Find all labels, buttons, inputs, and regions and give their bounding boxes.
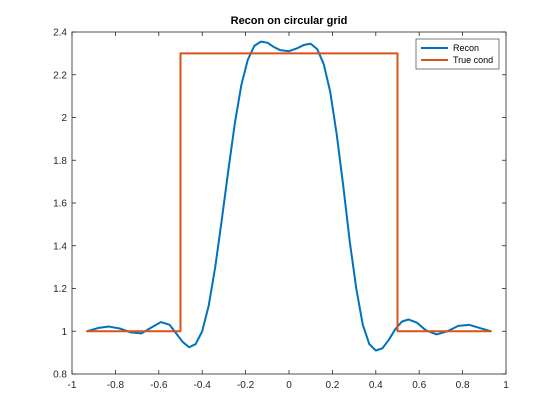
plot-area bbox=[72, 32, 506, 374]
series-line-true-cond bbox=[86, 52, 492, 333]
y-tick-label: 1.2 bbox=[53, 284, 67, 295]
x-tick-label: 0.6 bbox=[412, 380, 426, 391]
legend: Recon True cond bbox=[415, 38, 500, 70]
x-tick-label: 0.4 bbox=[369, 380, 383, 391]
y-tick-label: 1 bbox=[61, 327, 67, 338]
chart-title: Recon on circular grid bbox=[231, 15, 348, 27]
y-tick-label: 1.4 bbox=[53, 241, 67, 252]
legend-label-recon: Recon bbox=[453, 43, 479, 53]
series-layer bbox=[86, 40, 492, 352]
x-tick-label: -1 bbox=[68, 380, 77, 391]
x-tick-label: -0.8 bbox=[107, 380, 125, 391]
y-tick-label: 1.8 bbox=[53, 156, 67, 167]
legend-box bbox=[415, 38, 500, 70]
x-tick-label: -0.4 bbox=[194, 380, 212, 391]
legend-label-true-cond: True cond bbox=[453, 55, 493, 65]
y-tick-label: 2.4 bbox=[53, 28, 67, 39]
y-tick-label: 2 bbox=[61, 113, 67, 124]
x-tick-label: -0.2 bbox=[237, 380, 255, 391]
y-tick-label: 0.8 bbox=[53, 370, 67, 381]
y-tick-label: 1.6 bbox=[53, 199, 67, 210]
x-tick-label: 0 bbox=[286, 380, 292, 391]
x-tick-label: 1 bbox=[503, 380, 509, 391]
x-tick-label: 0.8 bbox=[456, 380, 470, 391]
x-tick-label: -0.6 bbox=[150, 380, 168, 391]
y-tick-label: 2.2 bbox=[53, 70, 67, 81]
axes-layer: -1 -0.8 -0.6 -0.4 -0.2 0 0.2 0.4 0.6 0.8 1 0.8 1 1.2 1… bbox=[53, 28, 509, 392]
x-tick-label: 0.2 bbox=[325, 380, 339, 391]
